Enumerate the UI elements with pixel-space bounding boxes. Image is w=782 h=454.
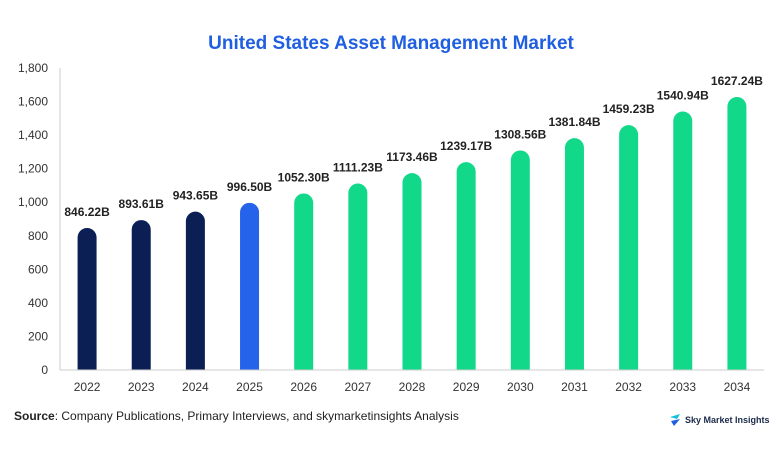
data-label-2030: 1308.56B: [494, 127, 546, 141]
y-tick-label: 0: [41, 363, 48, 377]
bar-2027: [348, 183, 368, 370]
bar-2034: [727, 96, 747, 370]
data-label-2026: 1052.30B: [278, 170, 330, 184]
source-note: Source: Company Publications, Primary In…: [14, 409, 459, 423]
y-tick-label: 200: [28, 329, 48, 343]
y-tick-label: 1,200: [18, 162, 48, 176]
x-tick-label: 2028: [399, 380, 426, 394]
bar-2032: [619, 125, 639, 370]
x-tick-label: 2031: [561, 380, 588, 394]
bar-2031: [564, 138, 584, 370]
y-tick-label: 1,400: [18, 128, 48, 142]
bars: [77, 96, 747, 371]
x-tick-label: 2032: [615, 380, 642, 394]
x-tick-label: 2026: [290, 380, 317, 394]
bar-2026: [294, 193, 314, 370]
x-axis: 2022 2023 2024 2025 2026 2027 2028 2029 2030 2031…: [60, 369, 764, 394]
y-tick-label: 1,800: [18, 61, 48, 75]
data-label-2025: 996.50B: [227, 180, 273, 194]
bar-2024: [185, 211, 205, 370]
y-tick-label: 1,600: [18, 95, 48, 109]
data-label-2033: 1540.94B: [657, 88, 709, 102]
x-tick-label: 2024: [182, 380, 209, 394]
bar-2030: [510, 150, 530, 370]
y-tick-label: 1,000: [18, 195, 48, 209]
x-tick-label: 2023: [128, 380, 155, 394]
y-tick-label: 800: [28, 229, 48, 243]
x-tick-label: 2029: [453, 380, 480, 394]
bar-2033: [673, 111, 693, 371]
data-label-2028: 1173.46B: [386, 150, 438, 164]
bar-2023: [131, 220, 151, 370]
data-label-2024: 943.65B: [173, 189, 219, 203]
data-label-2034: 1627.24B: [711, 74, 763, 88]
brand-name: Sky Market Insights: [685, 415, 770, 425]
data-labels: 846.22B 893.61B 943.65B 996.50B 1052.30B1111…: [64, 74, 763, 219]
bar-2022: [77, 228, 97, 370]
bar-2029: [456, 162, 476, 370]
y-axis: 0 200 400 600 800 1,000 1,200 1,400 1,600 1,800: [18, 61, 61, 377]
data-label-2027: 1111.23B: [333, 161, 383, 175]
brand-logo-icon: [670, 414, 680, 426]
data-label-2032: 1459.23B: [603, 102, 655, 116]
x-tick-label: 2025: [236, 380, 263, 394]
x-tick-label: 2034: [724, 380, 751, 394]
x-tick-label: 2033: [669, 380, 696, 394]
bar-2028: [402, 173, 422, 370]
x-tick-label: 2022: [74, 380, 101, 394]
y-tick-label: 400: [28, 296, 48, 310]
source-label: Source: [14, 409, 55, 423]
source-text: : Company Publications, Primary Intervie…: [54, 409, 459, 423]
data-label-2031: 1381.84B: [548, 115, 600, 129]
data-label-2023: 893.61B: [119, 197, 165, 211]
data-label-2029: 1239.17B: [440, 139, 492, 153]
bar-2025: [240, 202, 260, 370]
y-tick-label: 600: [28, 262, 48, 276]
brand-logo: Sky Market Insights: [668, 413, 770, 427]
x-tick-label: 2030: [507, 380, 534, 394]
chart-title: United States Asset Management Market: [208, 33, 574, 54]
x-tick-label: 2027: [344, 380, 371, 394]
data-label-2022: 846.22B: [64, 205, 110, 219]
